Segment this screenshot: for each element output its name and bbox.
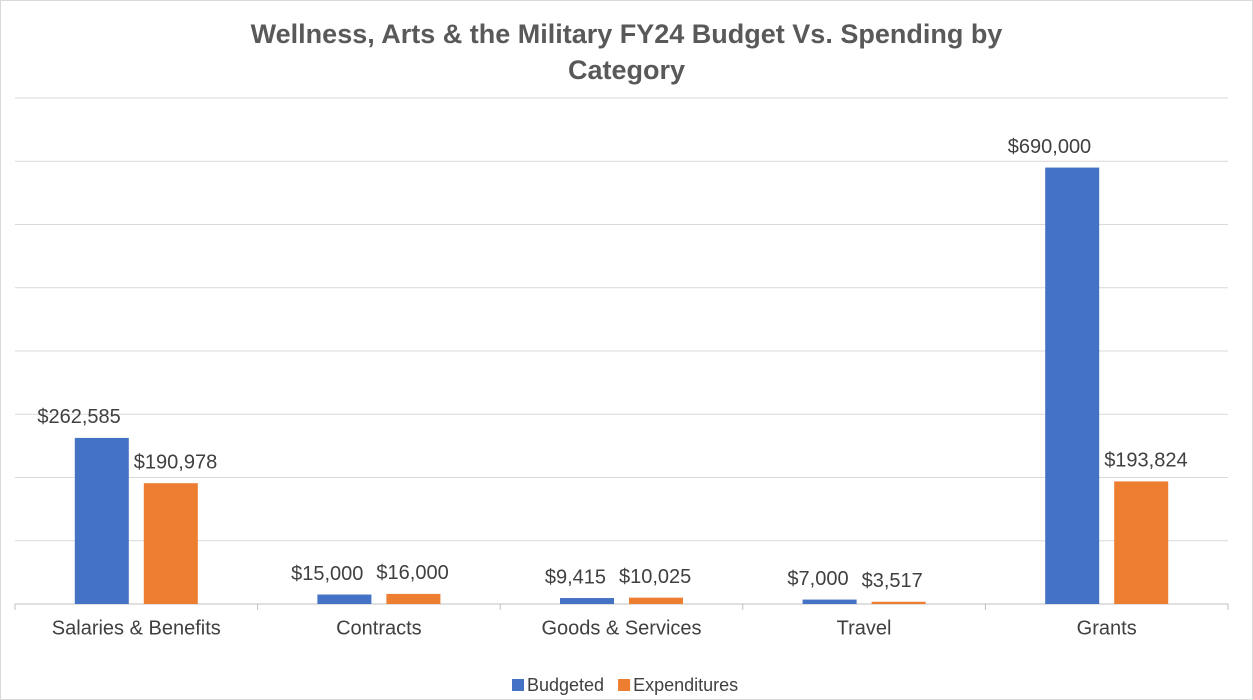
bar [1045,167,1100,604]
bar [802,599,857,604]
data-label: $15,000 [291,563,363,585]
bar [143,483,198,604]
bar [317,594,372,604]
x-tick-label: Contracts [336,617,422,639]
chart-title: Wellness, Arts & the Military FY24 Budge… [250,19,1003,85]
data-label: $193,824 [1104,450,1187,472]
legend-label: Budgeted [527,675,604,695]
data-label: $7,000 [787,568,848,590]
bar [560,598,614,604]
x-tick-label: Goods & Services [541,617,701,639]
bar [386,593,441,604]
x-tick-label: Salaries & Benefits [52,617,221,639]
data-label: $16,000 [376,562,448,584]
data-label: $10,025 [619,566,691,588]
data-label: $262,585 [37,406,120,428]
x-tick-label: Travel [837,617,892,639]
bar [1114,481,1169,604]
legend-swatch [512,679,524,691]
legend-label: Expenditures [633,675,738,695]
bar [74,437,129,604]
title-box: Wellness, Arts & the Military FY24 Budge… [0,16,1253,88]
data-label: $190,978 [134,451,217,473]
bar [629,597,683,604]
bar [871,601,926,604]
data-label: $9,415 [545,566,606,588]
data-label: $3,517 [862,570,923,592]
data-label: $690,000 [1008,136,1091,158]
x-tick-label: Grants [1077,617,1137,639]
legend-swatch [618,679,631,691]
